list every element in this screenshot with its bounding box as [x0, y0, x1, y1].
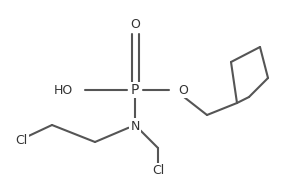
- Text: Cl: Cl: [15, 133, 27, 147]
- Text: N: N: [130, 119, 140, 133]
- Text: O: O: [130, 19, 140, 32]
- Text: Cl: Cl: [152, 164, 164, 177]
- Text: O: O: [178, 84, 188, 96]
- Text: P: P: [131, 83, 139, 97]
- Text: HO: HO: [54, 84, 73, 96]
